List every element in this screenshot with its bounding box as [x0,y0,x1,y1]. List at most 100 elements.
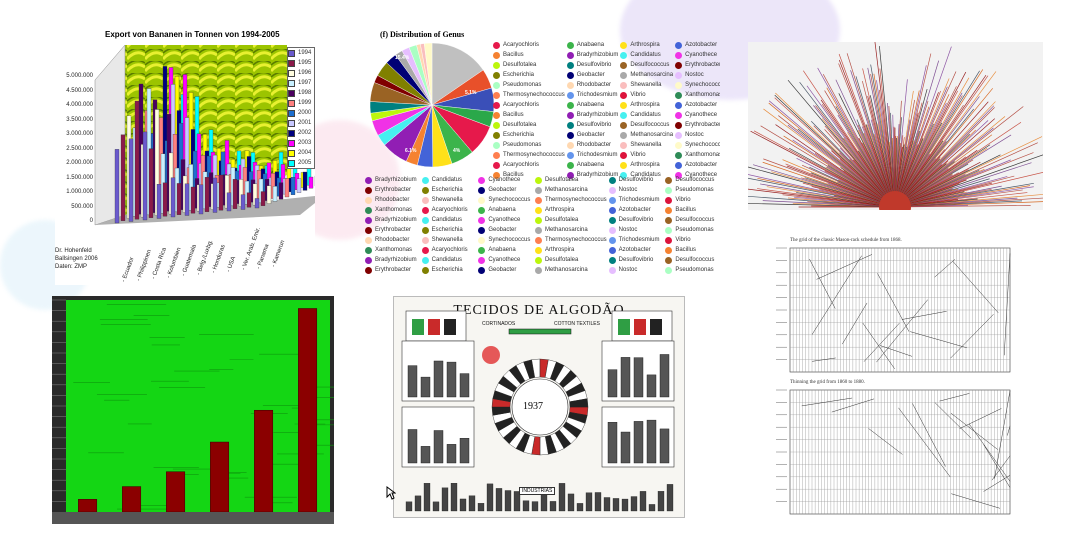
train-path [959,408,1002,429]
legend-label: 1997 [298,80,312,86]
genus-legend-entry: Arthrospira [534,205,607,215]
genus-label: Desulfovibrio [576,122,612,128]
poster-bottom-bar [405,501,413,512]
genus-swatch [421,256,429,264]
genus-legend-entry: Erythrobacter [365,225,420,235]
genus-swatch [478,186,486,194]
legend-swatch [288,99,295,107]
train-path [950,314,994,359]
genus-legend-entry: Rhodobacter [566,80,619,90]
genus-label: Nostoc [685,72,704,78]
genus-swatch [665,186,673,194]
legend-swatch [288,59,295,67]
genus-swatch [478,246,486,254]
genus-legend-entry: Shewanella [620,140,673,150]
genus-legend-entry: Acaryochloris [493,160,565,170]
genus-swatch [566,161,574,169]
genus-legend-entry: Acaryochloris [493,40,565,50]
genus-label: Bacillus [503,52,524,58]
genus-swatch [675,71,683,79]
genus-swatch [608,236,616,244]
genus-swatch [608,216,616,224]
genus-swatch [493,41,500,49]
genus-label: Bradyrhizobium [375,257,417,263]
genus-legend-entry: Xanthomonas [675,90,720,100]
genus-label: Rhodobacter [375,237,410,243]
poster-subtitle-left: CORTINADOS [482,321,516,327]
genus-label: Trichodesmium [618,237,660,243]
genus-swatch [421,206,429,214]
train-path [898,407,951,478]
poster-bottom-bar [666,484,674,512]
genus-swatch [534,256,542,264]
genus-swatch [478,256,486,264]
radial-lines-plot [748,42,1043,210]
genus-legend-entry: Azotobacter [608,245,664,255]
genus-label: Acaryochloris [431,247,468,253]
genus-label: Pseudomonas [675,227,714,233]
genus-swatch [566,81,574,89]
poster-subtitle-right: COTTON TEXTILES [554,321,600,327]
genus-label: Bacillus [675,207,697,213]
genus-swatch [620,121,628,129]
legend-entry: 1998 [288,88,314,98]
genus-legend-entry: Desulfotalea [493,60,565,70]
genus-legend-entry: Synechococcus [478,195,533,205]
poster-bottom-bar [432,501,440,512]
genus-swatch [493,141,500,149]
genus-label: Bacillus [675,247,697,253]
genus-swatch [665,216,673,224]
source-note: Dr. Hohenfeld Ballsingen 2006 Daten: ZMP [55,247,98,271]
genus-label: Nostoc [618,267,638,273]
train-path [939,393,970,402]
genus-swatch [675,61,683,69]
genus-swatch [478,206,486,214]
genus-legend-entry: Erythrobacter [365,265,420,275]
genus-label: Candidatus [431,217,463,223]
poster-bottom-bar [450,483,458,512]
genus-label: Methanosarcina [544,187,588,193]
legend-entry: 1996 [288,68,314,78]
genus-label: Shewanella [630,82,662,88]
genus-swatch [365,226,372,234]
genus-legend-entry: Desulfovibrio [566,60,619,70]
genus-legend-entry: Thermosynechococcus [493,90,565,100]
train-path [801,397,853,407]
genus-label: Geobacter [576,132,605,138]
genus-label: Cyanothece [488,217,521,223]
banana-bar [198,184,204,215]
poster-bottom-bar [504,490,512,512]
poster-bottom-bar [468,495,476,512]
legend-label: 2000 [298,110,312,116]
genus-swatch [534,196,542,204]
genus-legend-entry: Anabaena [566,40,619,50]
title-bar [508,328,572,335]
y-tick-label: 3.500.000 [66,116,93,123]
timetable-caption-bottom: Thinning the grid from 1860 to 1880. [790,380,865,385]
poster-center-label: 1937 [523,401,543,412]
legend-swatch [288,49,295,57]
train-path [811,255,862,335]
genus-legend-entry: Desulfovibrio [608,255,664,265]
poster-title: TECIDOS DE ALGODÃO [453,303,625,318]
genus-legend-entry: Nostoc [608,265,664,275]
genus-swatch [421,216,429,224]
banana-bar [190,186,196,214]
poster-bottom-bar [441,487,449,512]
genus-swatch [493,71,500,79]
legend-entry: 1995 [288,58,314,68]
bar [122,486,142,513]
genus-label: Cyanothece [488,257,521,263]
genus-legend-entry: Bradyrhizobium [365,175,420,185]
genus-legend-entry: Nostoc [675,130,720,140]
genus-legend-entry: Desulfovibrio [566,120,619,130]
legend-swatch [288,89,295,97]
y-tick-label: 1.500.000 [66,174,93,181]
genus-legend-entry: Methanosarcina [534,265,607,275]
genus-label: Desulfococcus [675,177,715,183]
genus-label: Shewanella [630,142,662,148]
genus-label: Desulfovibrio [618,217,654,223]
genus-swatch [675,121,683,129]
genus-label: Bacillus [503,112,524,118]
train-path [876,299,928,363]
